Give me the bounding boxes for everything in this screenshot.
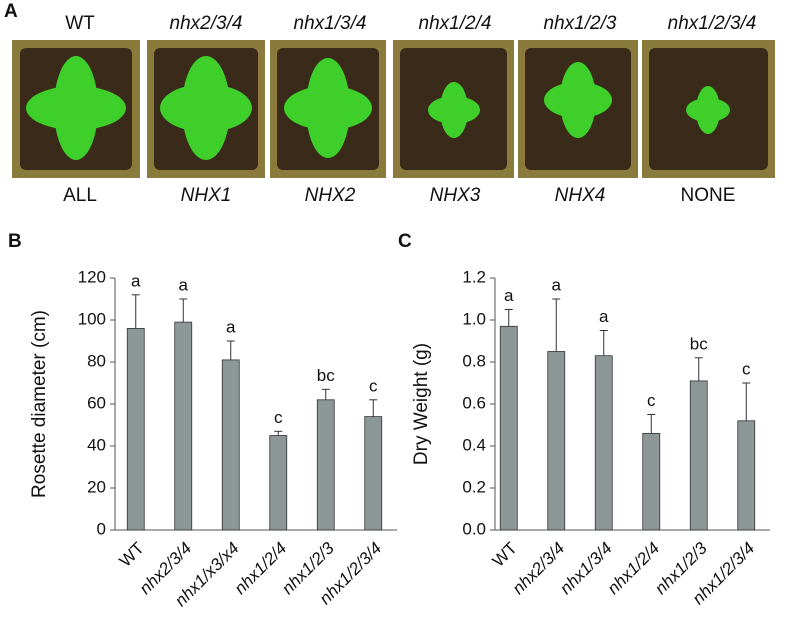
- bar: [689, 380, 708, 531]
- y-tick-label: 0.0: [462, 519, 486, 538]
- genotype-label: nhx1/3/4: [294, 13, 367, 34]
- bar: [316, 399, 335, 531]
- y-tick-label: 20: [87, 477, 106, 496]
- y-tick-label: 120: [78, 267, 106, 286]
- panel-label: A: [4, 1, 18, 22]
- remaining-label: ALL: [63, 185, 97, 206]
- bar: [221, 359, 240, 531]
- y-tick-label: 1.0: [462, 309, 486, 328]
- remaining-label: NHX2: [305, 185, 356, 206]
- panel-label: C: [398, 231, 412, 252]
- significance-letter: bc: [690, 334, 708, 353]
- bar: [174, 321, 193, 531]
- photos: [12, 40, 775, 178]
- bar: [594, 355, 613, 531]
- y-tick-label: 0.6: [462, 393, 486, 412]
- remaining-label: NONE: [681, 185, 736, 206]
- significance-letter: a: [179, 275, 189, 294]
- y-tick-label: 0: [97, 519, 106, 538]
- y-tick-label: 60: [87, 393, 106, 412]
- significance-letter: bc: [317, 366, 335, 385]
- remaining-label: NHX3: [430, 185, 481, 206]
- bar: [364, 416, 383, 531]
- bar: [269, 435, 288, 531]
- significance-letter: a: [552, 275, 562, 294]
- y-tick-label: 0.8: [462, 351, 486, 370]
- bar: [126, 327, 145, 531]
- y-tick-label: 100: [78, 309, 106, 328]
- significance-letter: c: [742, 359, 751, 378]
- bar: [547, 351, 566, 531]
- genotype-label: nhx1/2/4: [419, 13, 492, 34]
- significance-letter: a: [599, 307, 609, 326]
- genotype-label: WT: [65, 13, 95, 34]
- y-tick-label: 0.4: [462, 435, 486, 454]
- remaining-label: NHX4: [555, 185, 606, 206]
- significance-letter: a: [504, 286, 514, 305]
- x-tick-label: WT: [116, 539, 148, 571]
- panel-label: B: [8, 231, 22, 252]
- significance-letter: c: [274, 408, 283, 427]
- y-axis-title: Dry Weight (g): [411, 343, 432, 465]
- bar: [499, 325, 518, 531]
- y-tick-label: 1.2: [462, 267, 486, 286]
- remaining-label: NHX1: [181, 185, 232, 206]
- genotype-label: nhx2/3/4: [170, 13, 243, 34]
- genotype-label: nhx1/2/3: [544, 13, 617, 34]
- bar: [737, 420, 756, 531]
- significance-letter: c: [369, 376, 378, 395]
- y-tick-label: 40: [87, 435, 106, 454]
- y-tick-label: 0.2: [462, 477, 486, 496]
- x-tick-label: WT: [489, 539, 521, 571]
- bar: [642, 432, 661, 531]
- genotype-label: nhx1/2/3/4: [668, 13, 757, 34]
- y-tick-label: 80: [87, 351, 106, 370]
- significance-letter: a: [226, 317, 236, 336]
- y-axis-title: Rosette diameter (cm): [29, 310, 50, 498]
- significance-letter: c: [647, 391, 656, 410]
- significance-letter: a: [131, 271, 141, 290]
